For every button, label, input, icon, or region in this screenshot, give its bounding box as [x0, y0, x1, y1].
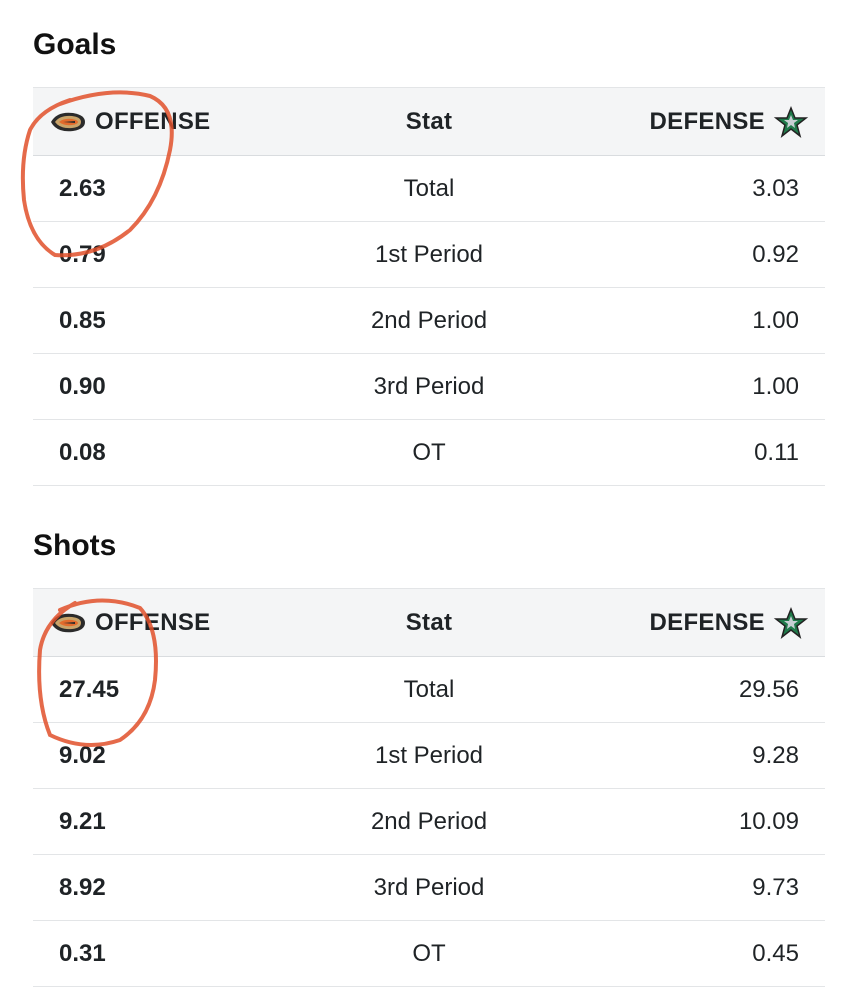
table-row: 27.45 Total 29.56 [33, 657, 825, 723]
defense-header-label: DEFENSE [649, 608, 765, 636]
offense-value: 9.02 [59, 741, 106, 769]
table-header: OFFENSE Stat DEFENSE [33, 87, 825, 156]
offense-value: 2.63 [59, 174, 106, 202]
stat-label: Total [403, 174, 455, 202]
stat-label: 3rd Period [373, 372, 485, 400]
table-row: 8.92 3rd Period 9.73 [33, 855, 825, 921]
offense-header-label: OFFENSE [95, 608, 211, 636]
table-row: 0.79 1st Period 0.92 [33, 222, 825, 288]
defense-value: 3.03 [752, 174, 799, 202]
stat-label: Total [403, 675, 455, 703]
defense-value: 1.00 [752, 306, 799, 334]
defense-value: 10.09 [738, 807, 799, 835]
defense-value: 29.56 [738, 675, 799, 703]
defense-value: 9.73 [752, 873, 799, 901]
defense-value: 0.11 [754, 438, 799, 466]
offense-value: 0.79 [59, 240, 106, 268]
ducks-logo-icon [49, 610, 87, 636]
offense-header-label: OFFENSE [95, 107, 211, 135]
offense-value: 0.31 [59, 939, 106, 967]
shots-table: OFFENSE Stat DEFENSE 27.45 Total 29.56 9… [33, 588, 825, 987]
offense-value: 0.08 [59, 438, 106, 466]
offense-value: 0.90 [59, 372, 106, 400]
section-title-goals: Goals [33, 28, 117, 61]
stat-label: OT [412, 939, 446, 967]
offense-value: 27.45 [59, 675, 120, 703]
stars-logo-icon [773, 606, 809, 639]
offense-value: 8.92 [59, 873, 106, 901]
defense-value: 9.28 [752, 741, 799, 769]
defense-value: 0.45 [752, 939, 799, 967]
stars-logo-icon [773, 105, 809, 138]
stat-label: 3rd Period [373, 873, 485, 901]
table-row: 0.85 2nd Period 1.00 [33, 288, 825, 354]
defense-header-label: DEFENSE [649, 107, 765, 135]
table-header: OFFENSE Stat DEFENSE [33, 588, 825, 657]
ducks-logo-icon [49, 109, 87, 135]
offense-value: 0.85 [59, 306, 106, 334]
defense-value: 0.92 [752, 240, 799, 268]
stat-label: 1st Period [374, 741, 484, 769]
table-row: 0.31 OT 0.45 [33, 921, 825, 987]
offense-value: 9.21 [59, 807, 106, 835]
stat-label: 2nd Period [370, 306, 488, 334]
table-row: 9.02 1st Period 9.28 [33, 723, 825, 789]
defense-value: 1.00 [752, 372, 799, 400]
offense-header[interactable]: OFFENSE [49, 589, 210, 656]
table-row: 2.63 Total 3.03 [33, 156, 825, 222]
defense-header[interactable]: DEFENSE [650, 88, 809, 155]
table-row: 0.08 OT 0.11 [33, 420, 825, 486]
section-title-shots: Shots [33, 529, 117, 562]
table-row: 0.90 3rd Period 1.00 [33, 354, 825, 420]
defense-header[interactable]: DEFENSE [650, 589, 809, 656]
stat-label: OT [412, 438, 446, 466]
stat-label: 1st Period [374, 240, 484, 268]
goals-table: OFFENSE Stat DEFENSE 2.63 Total 3.03 0.7… [33, 87, 825, 486]
stat-label: 2nd Period [370, 807, 488, 835]
table-row: 9.21 2nd Period 10.09 [33, 789, 825, 855]
offense-header[interactable]: OFFENSE [49, 88, 210, 155]
